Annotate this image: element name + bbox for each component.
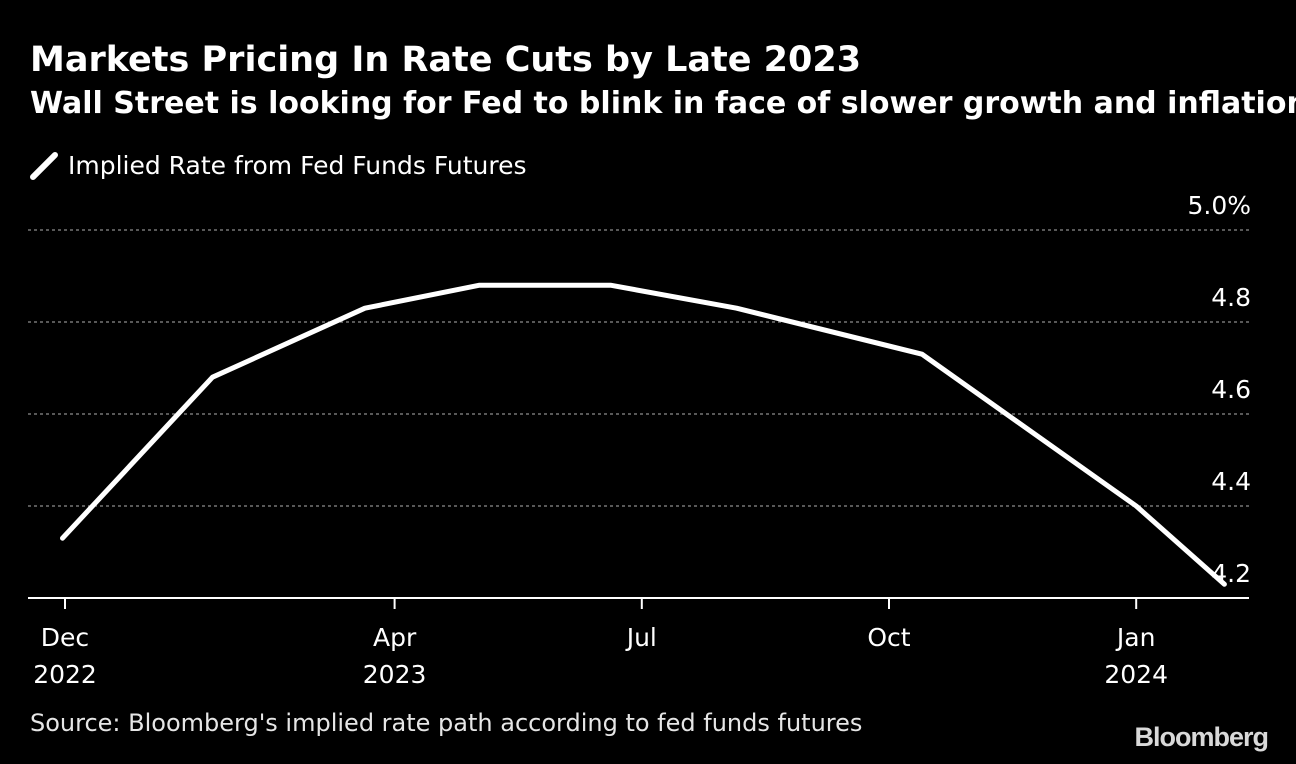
chart-title: Markets Pricing In Rate Cuts by Late 202… (30, 40, 862, 80)
legend: Implied Rate from Fed Funds Futures (30, 150, 526, 180)
x-tick-label: Dec (41, 623, 89, 652)
chart-subtitle: Wall Street is looking for Fed to blink … (30, 86, 1296, 121)
x-tick-label: Oct (867, 623, 910, 652)
y-axis-tick-labels: 5.0% 4.8 4.6 4.4 4.2 (1187, 191, 1251, 588)
line-chart: 5.0% 4.8 4.6 4.4 4.2 Dec 2022 Apr 2023 Jul Oct Jan… (28, 191, 1251, 689)
y-tick-label: 4.2 (1211, 559, 1251, 588)
x-tick-year-label: 2024 (1104, 660, 1168, 689)
y-tick-label: 5.0% (1187, 191, 1251, 220)
gridlines (28, 229, 1249, 507)
legend-line-icon (30, 152, 58, 180)
x-tick-year-label: 2022 (33, 660, 97, 689)
series-line-implied-rate (60, 282, 1227, 587)
bloomberg-logo: Bloomberg (1134, 722, 1269, 752)
x-tick-label: Jan (1115, 623, 1156, 652)
y-tick-label: 4.6 (1211, 375, 1251, 404)
series (60, 282, 1227, 587)
x-tick-year-label: 2023 (363, 660, 427, 689)
x-tick-label: Apr (373, 623, 417, 652)
x-tick-label: Jul (625, 623, 657, 652)
x-axis-ticks: Dec 2022 Apr 2023 Jul Oct Jan 2024 (33, 598, 1168, 689)
source-note: Source: Bloomberg's implied rate path ac… (30, 709, 863, 737)
y-tick-label: 4.4 (1211, 467, 1251, 496)
legend-label: Implied Rate from Fed Funds Futures (68, 150, 527, 180)
y-tick-label: 4.8 (1211, 283, 1251, 312)
